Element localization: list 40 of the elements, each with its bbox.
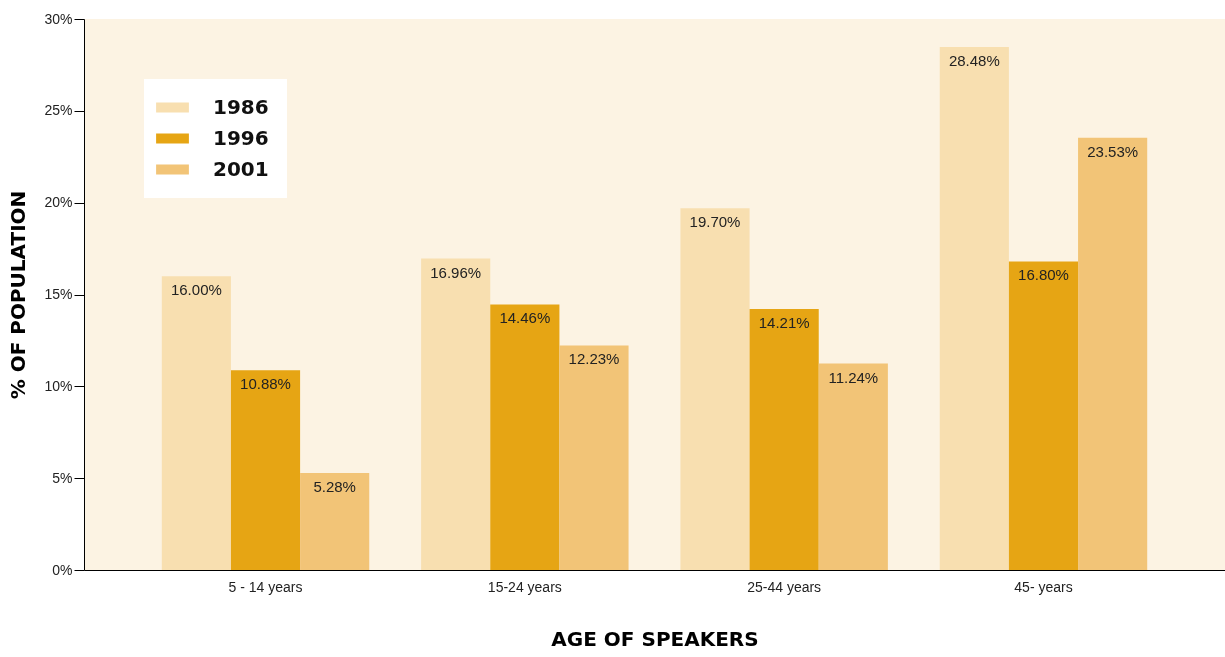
data-label: 12.23% [568,350,620,368]
bar [161,276,231,570]
data-label: 19.70% [689,213,741,231]
data-label: 14.21% [758,314,810,332]
x-tick-label: 5 - 14 years [228,578,303,595]
legend-label: 1996 [213,125,269,150]
y-tick-label: 20% [44,194,73,211]
bar [680,208,750,570]
data-label: 16.00% [170,281,222,299]
bar [1078,137,1148,570]
legend-label: 1986 [213,94,269,119]
data-label: 5.28% [313,478,356,496]
data-label: 11.24% [828,368,879,386]
data-label: 16.96% [430,263,482,281]
data-label: 28.48% [948,51,1000,69]
bar [749,309,819,570]
bar [818,363,888,570]
bar [490,304,560,570]
bar [1008,261,1079,570]
y-tick-label: 5% [52,469,73,486]
x-tick-label: 45- years [1014,578,1073,595]
bar [421,258,491,570]
y-tick-label: 0% [52,561,73,578]
y-tick-label: 10% [44,377,73,394]
bar [559,345,629,570]
x-tick-label: 25-44 years [747,578,822,595]
y-tick-label: 30% [44,10,73,27]
bar [939,46,1009,570]
x-axis-title: AGE OF SPEAKERS [551,626,759,651]
y-tick-label: 25% [44,102,73,119]
bar [300,473,370,570]
y-axis-title: % OF POPULATION [6,190,31,400]
x-tick-label: 15-24 years [487,578,562,595]
bar [230,370,301,570]
legend-label: 2001 [213,156,269,181]
data-label: 14.46% [499,309,551,327]
data-label: 16.80% [1018,266,1069,284]
data-label: 10.88% [240,375,291,393]
y-tick-label: 15% [44,286,73,302]
data-label: 23.53% [1087,142,1139,160]
